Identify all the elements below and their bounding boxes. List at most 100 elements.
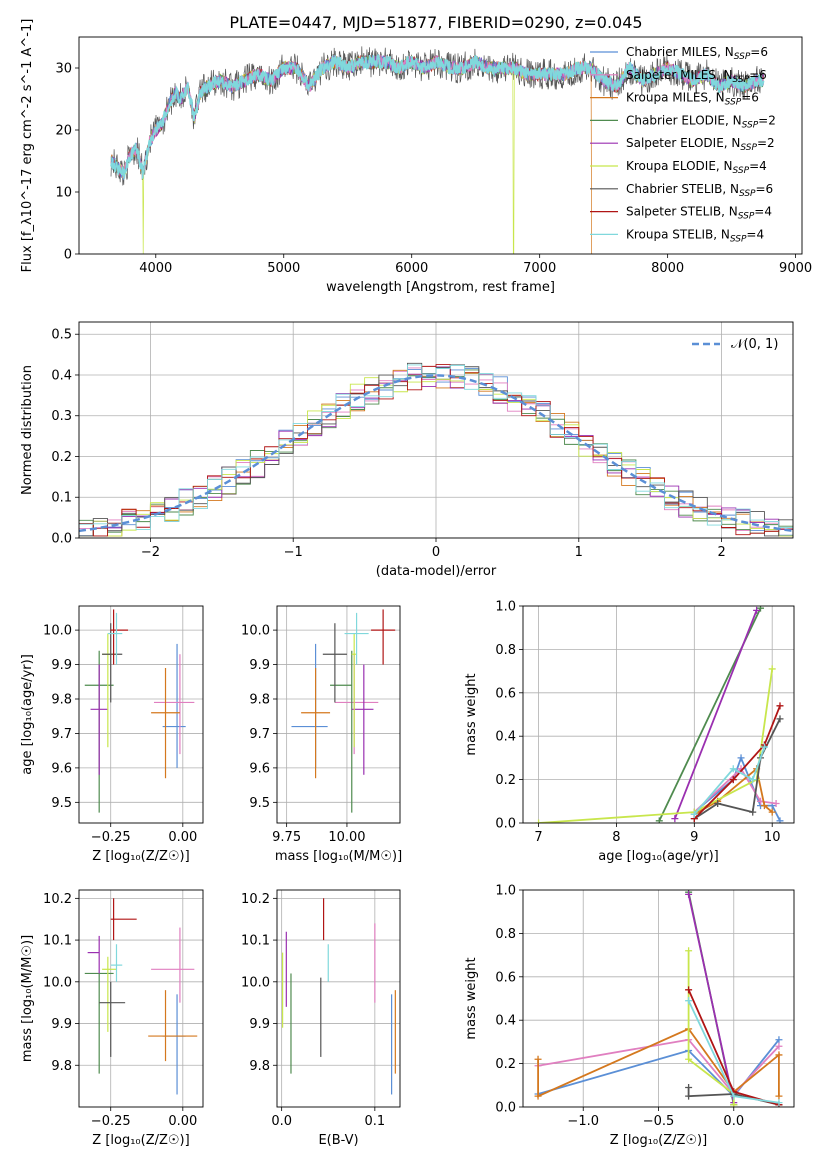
axes-frame: [276, 889, 401, 1108]
legend-label: Chabrier STELIB, NSSP=6: [626, 182, 773, 199]
y-tick-label: 10.2: [241, 892, 270, 907]
y-tick-label: 0.6: [495, 686, 516, 701]
axes-frame: [78, 36, 803, 255]
y-axis-label: Flux [f_λ10^-17 erg cm^-2 s^-1 A^-1]: [20, 19, 35, 273]
y-tick-label: 0.1: [51, 491, 72, 506]
y-tick-label: 20: [55, 124, 72, 139]
weight-marker-krou_miles: [768, 808, 776, 816]
panel-age_vs_mass: 9.75 10.00 9.5 9.6 9.7 9.8 9.9 10.0 mass [log₁₀(…: [241, 605, 402, 864]
x-tick-label: 2: [717, 545, 725, 560]
x-tick-label: 5000: [267, 261, 300, 276]
x-tick-label: 0.0: [271, 1114, 292, 1129]
weight-marker-salp_elodie: [685, 890, 693, 898]
x-tick-label: 10: [764, 830, 781, 845]
histogram-krou_stelib: [79, 364, 793, 538]
x-tick-label: −1.0: [567, 1114, 599, 1129]
weight-line-salp_miles: [537, 1038, 780, 1096]
x-tick-label: −0.25: [91, 830, 131, 845]
y-tick-label: 1.0: [495, 884, 516, 899]
x-tick-label: −1: [284, 545, 303, 560]
weight-marker-salp_elodie: [753, 606, 761, 614]
weight-line-salp_miles: [693, 767, 777, 813]
weight-marker-chab_elodie: [757, 606, 765, 612]
x-tick-label: 8: [612, 830, 620, 845]
y-tick-label: 0.2: [51, 450, 72, 465]
weight-marker-krou_stelib: [760, 743, 768, 751]
weight-marker-krou_elodie: [685, 1055, 693, 1063]
axes-frame: [78, 321, 794, 539]
plot-area-weight_vs_age: [523, 606, 794, 823]
y-tick-label: 30: [55, 62, 72, 77]
y-tick-label: 10.1: [43, 934, 72, 949]
y-tick-label: 9.6: [51, 761, 72, 776]
x-tick-label: 10.00: [328, 830, 365, 845]
panel-age_vs_Z: −0.25 0.00 9.5 9.6 9.7 9.8 9.9 10.0 Z [log₁₀(Z/Z…: [20, 605, 204, 864]
x-tick-label: −2: [141, 545, 160, 560]
weight-marker-krou_miles: [760, 802, 768, 810]
x-tick-label: 1: [575, 545, 583, 560]
panel-residuals: −2 −1 0 1 2 0.0 0.1 0.2 0.3 0.4 0.5 (data-model)/er…: [20, 321, 794, 579]
weight-marker-chab_stelib: [776, 715, 784, 723]
weight-marker-krou_stelib: [690, 810, 698, 818]
weight-marker-krou_stelib: [685, 997, 693, 1005]
weight-marker-chab_elodie: [655, 817, 663, 823]
x-axis-label: Z [log₁₀(Z/Z☉)]: [92, 1133, 189, 1148]
y-tick-label: 9.6: [249, 761, 270, 776]
weight-marker-krou_miles: [534, 1092, 542, 1100]
weight-line-salp_elodie: [674, 609, 758, 820]
y-tick-label: 0.4: [495, 730, 516, 745]
legend-label: Kroupa MILES, NSSP=6: [626, 91, 759, 108]
y-tick-label: 10.0: [43, 975, 72, 990]
x-axis-label: wavelength [Angstrom, rest frame]: [326, 280, 555, 295]
y-axis-label: mass weight: [464, 957, 479, 1039]
axes-frame: [522, 605, 795, 824]
weight-marker-krou_stelib: [730, 1092, 738, 1100]
y-tick-label: 0.6: [495, 970, 516, 985]
figure-title: PLATE=0447, MJD=51877, FIBERID=0290, z=0…: [229, 13, 642, 32]
weight-marker-salp_miles: [772, 799, 780, 807]
weight-marker-chab_stelib: [749, 808, 757, 816]
legend-label: Chabrier MILES, NSSP=6: [626, 45, 768, 62]
y-tick-label: 9.8: [249, 1059, 270, 1074]
y-tick-label: 0.2: [495, 773, 516, 788]
y-tick-label: 9.8: [249, 693, 270, 708]
y-axis-label: Normed distribution: [20, 365, 35, 495]
panel-mass_vs_Z: −0.25 0.00 9.8 9.9 10.0 10.1 10.2 Z [log₁₀(Z/Z☉…: [20, 889, 204, 1148]
weight-marker-krou_elodie: [535, 819, 543, 823]
weight-line-krou_elodie: [538, 668, 774, 823]
weight-line-salp_elodie: [687, 894, 735, 1103]
y-tick-label: 0.8: [495, 643, 516, 658]
y-tick-label: 1.0: [495, 600, 516, 615]
plot-area-age_vs_Z: [79, 606, 203, 823]
plot-area-residuals: [79, 322, 793, 538]
y-tick-label: 0.3: [51, 409, 72, 424]
x-tick-label: 0: [432, 545, 440, 560]
weight-marker-krou_elodie: [685, 947, 693, 955]
weight-marker-salp_elodie: [671, 815, 679, 823]
plot-area-age_vs_mass: [277, 606, 400, 823]
y-axis-label: mass weight: [464, 673, 479, 755]
y-tick-label: 9.9: [249, 1017, 270, 1032]
legend-label: Salpeter STELIB, NSSP=4: [626, 205, 772, 222]
panel-weight_vs_Z: −1.0 −0.5 0.0 0.0 0.2 0.4 0.6 0.8 1.0 Z [log₁₀(Z/…: [464, 884, 795, 1148]
y-tick-label: 10: [55, 186, 72, 201]
legend: Chabrier MILES, NSSP=6 Salpeter MILES, NS…: [590, 45, 776, 244]
legend-label: Salpeter MILES, NSSP=6: [626, 68, 767, 85]
x-axis-label: mass [log₁₀(M/M☉)]: [275, 849, 402, 864]
weight-marker-salp_miles: [775, 1042, 783, 1050]
plot-area-spectrum: [110, 46, 765, 254]
y-tick-label: 0.0: [495, 817, 516, 832]
x-axis-label: (data-model)/error: [376, 564, 497, 579]
y-tick-label: 10.0: [241, 975, 270, 990]
y-tick-label: 0: [64, 248, 72, 263]
weight-marker-krou_miles: [534, 1055, 542, 1063]
weight-marker-salp_stelib: [776, 702, 784, 710]
x-tick-label: 0.1: [364, 1114, 385, 1129]
y-tick-label: 0.8: [495, 927, 516, 942]
x-tick-label: 0.00: [168, 1114, 197, 1129]
y-tick-label: 9.9: [249, 658, 270, 673]
x-tick-label: 9: [690, 830, 698, 845]
y-tick-label: 9.7: [249, 727, 270, 742]
weight-marker-chab_stelib: [685, 1083, 693, 1091]
